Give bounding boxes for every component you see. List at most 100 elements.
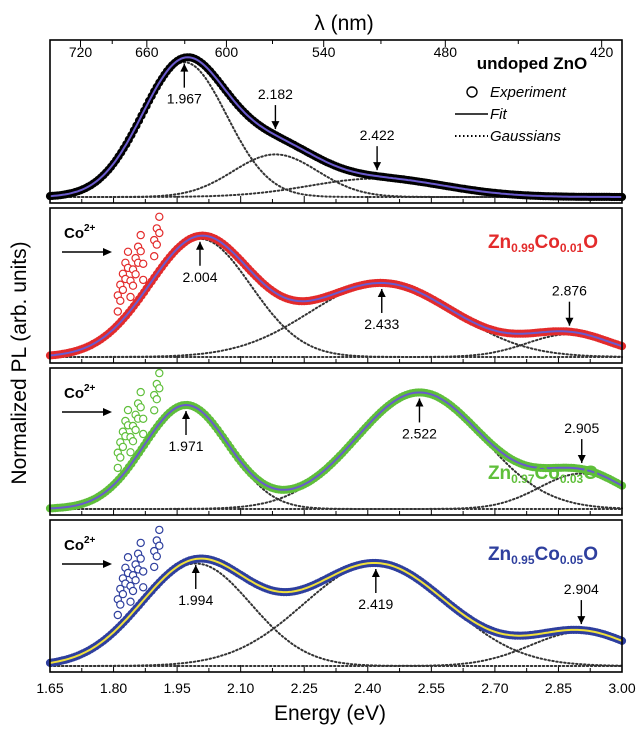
experiment-point-open	[136, 387, 145, 397]
x-tick-label: 2.40	[354, 680, 381, 696]
peak-label: 2.422	[360, 127, 395, 143]
peak-arrow-head	[180, 63, 189, 72]
sample-label: Zn0.99Co0.01O	[488, 232, 598, 255]
panel-frame	[49, 39, 623, 204]
panel-frame	[49, 519, 623, 673]
gaussian-curve-3	[49, 333, 623, 358]
legend-gaussians-label: Gaussians	[490, 128, 561, 145]
co-label: Co2+	[64, 535, 96, 554]
y-axis-label: Normalized PL (arb. units)	[8, 241, 31, 484]
x-tick-label: 1.95	[163, 680, 190, 696]
peak-label: 2.522	[402, 425, 437, 441]
experiment-point-open	[138, 429, 148, 439]
experiment-point-open	[138, 414, 148, 423]
peak-label: 1.967	[167, 91, 202, 107]
legend-experiment-marker	[466, 86, 478, 98]
peak-label: 2.905	[564, 420, 599, 436]
peak-label: 2.904	[564, 581, 599, 597]
experiment-point-open	[149, 562, 159, 572]
sample-label: undoped ZnO	[477, 54, 587, 73]
x-tick-label: 2.25	[291, 680, 318, 696]
co-arrow-head	[103, 248, 112, 256]
peak-arrow-head	[182, 410, 191, 419]
fit-line	[49, 391, 623, 510]
top-axis-label: λ (nm)	[314, 12, 374, 35]
sample-label: Zn0.97Co0.03O	[488, 463, 598, 486]
peak-label: 2.004	[182, 269, 217, 285]
top-tick-label: 720	[69, 44, 93, 60]
panel-frame	[49, 367, 623, 516]
peak-arrow-head	[371, 568, 380, 577]
experiment-point-open	[152, 240, 161, 249]
gaussian-curve-3	[49, 630, 623, 667]
panel-4: 1.994 2.419 2.904 Zn0.95Co0.05O Co2+	[45, 519, 627, 673]
peak-arrow-head	[195, 241, 204, 250]
experiment-point-open	[152, 395, 161, 404]
experiment-point-open	[116, 600, 125, 609]
experiment-point-open	[118, 442, 128, 452]
gaussian-curve-3	[49, 472, 623, 510]
peak-label: 2.182	[258, 86, 293, 102]
x-tick-label: 2.85	[545, 680, 572, 696]
experiment-point-open	[149, 252, 159, 261]
experiment-point-open	[138, 259, 148, 268]
top-tick-label: 600	[215, 44, 239, 60]
experiment-point-open	[155, 541, 164, 550]
experiment-point-open	[126, 292, 135, 302]
experiment-point-open	[123, 405, 133, 415]
experiment-point-open	[118, 285, 128, 295]
experiment-point-open	[138, 583, 148, 592]
experiment-point-open	[128, 281, 138, 290]
x-tick-label: 2.10	[227, 680, 254, 696]
legend-fit-label: Fit	[490, 106, 507, 123]
experiment-point-open	[113, 463, 123, 473]
x-tick-label: 2.55	[418, 680, 445, 696]
co-label: Co2+	[64, 223, 96, 242]
peak-arrow-head	[271, 121, 280, 130]
gaussian-curve-3	[49, 177, 623, 198]
top-tick-label: 420	[590, 44, 614, 60]
peak-label: 1.971	[168, 438, 203, 454]
experiment-point-open	[155, 384, 164, 393]
peak-arrow-head	[377, 288, 386, 297]
experiment-point-open	[118, 589, 128, 599]
co-arrow-head	[103, 408, 112, 416]
experiment-point-open	[136, 538, 145, 548]
co-label: Co2+	[64, 383, 96, 402]
fit-line	[49, 56, 622, 198]
experiment-point-open	[128, 586, 138, 596]
experiment-point-open	[126, 597, 135, 606]
x-tick-label: 1.80	[100, 680, 127, 696]
gaussian-curve-2	[49, 153, 623, 198]
sample-label: Zn0.95Co0.05O	[488, 544, 598, 567]
experiment-point-open	[136, 230, 145, 240]
experiment-point-open	[131, 576, 140, 585]
experiment-point-open	[155, 228, 164, 238]
experiment-point-open	[136, 554, 145, 563]
peak-label: 2.876	[552, 283, 587, 299]
experiment-point-open	[126, 448, 135, 457]
top-tick-label: 660	[135, 44, 159, 60]
x-axis-label: Energy (eV)	[274, 702, 386, 725]
experiment-point-open	[123, 553, 133, 562]
peak-arrow-head	[577, 616, 586, 625]
peak-arrow-head	[373, 162, 382, 171]
experiment-point-open	[136, 403, 145, 412]
experiment-point-open	[123, 247, 133, 256]
x-tick-label: 1.65	[36, 680, 63, 696]
legend-experiment-label: Experiment	[490, 84, 567, 101]
top-tick-label: 540	[312, 44, 336, 60]
experiment-point-open	[155, 212, 164, 221]
fit-line	[49, 557, 623, 664]
peak-arrow-head	[191, 564, 200, 573]
x-tick-label: 2.70	[481, 680, 508, 696]
experiment-point-open	[131, 425, 140, 435]
panel-2: 2.004 2.433 2.876 Zn0.99Co0.01O Co2+	[45, 207, 627, 364]
experiment-points	[45, 368, 627, 513]
panel-3: 1.971 2.522 2.905 Zn0.97Co0.03O Co2+	[45, 367, 627, 516]
experiment-point-open	[116, 453, 125, 462]
peak-label: 2.419	[358, 596, 393, 612]
top-tick-label: 480	[434, 44, 458, 60]
experiment-point-open	[113, 307, 123, 316]
